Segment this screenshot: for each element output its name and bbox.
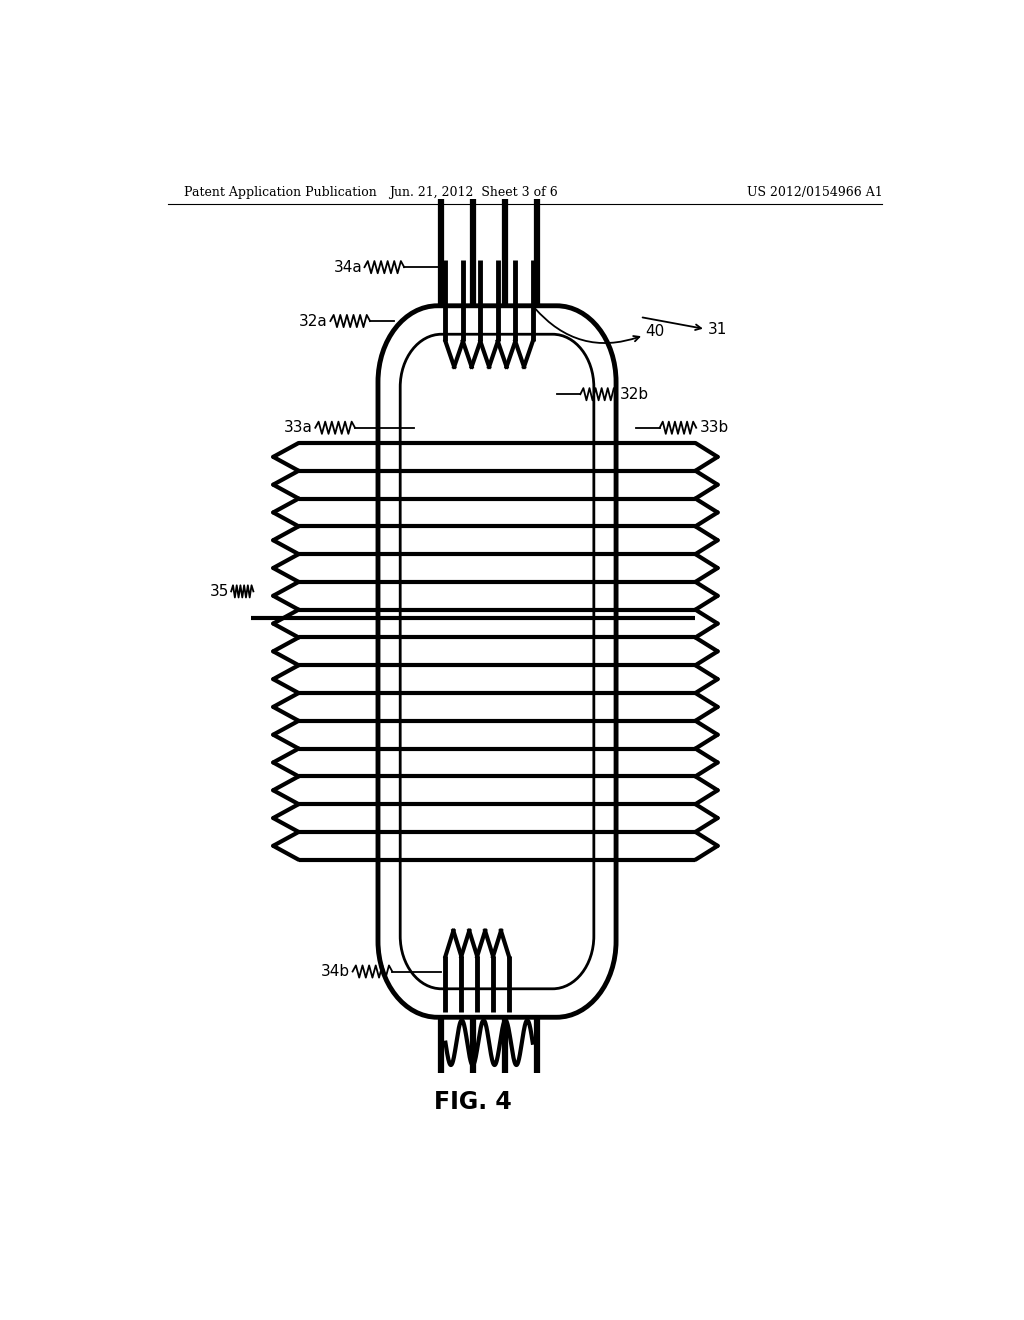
Text: 31: 31	[708, 322, 727, 337]
Text: 32b: 32b	[620, 387, 649, 401]
Text: Jun. 21, 2012  Sheet 3 of 6: Jun. 21, 2012 Sheet 3 of 6	[389, 186, 558, 199]
Text: 34a: 34a	[334, 260, 362, 275]
Text: 33a: 33a	[284, 420, 313, 436]
Text: 40: 40	[645, 323, 665, 339]
Text: 35: 35	[210, 583, 229, 599]
Text: 34b: 34b	[322, 964, 350, 979]
Text: 33b: 33b	[699, 420, 729, 436]
Text: Patent Application Publication: Patent Application Publication	[183, 186, 376, 199]
Text: 32a: 32a	[299, 314, 328, 329]
Text: US 2012/0154966 A1: US 2012/0154966 A1	[748, 186, 883, 199]
Text: FIG. 4: FIG. 4	[434, 1089, 512, 1114]
